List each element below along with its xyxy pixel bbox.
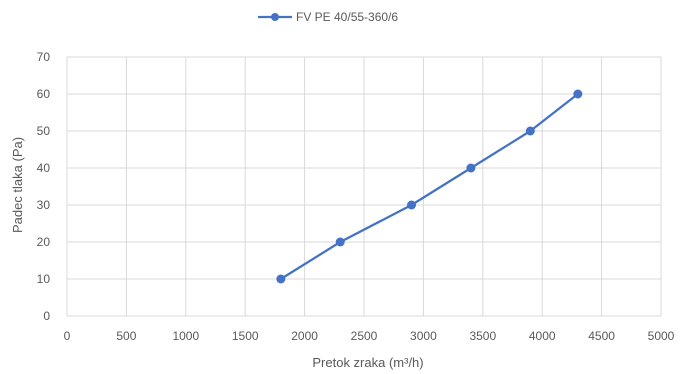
y-tick-label: 60 <box>37 87 51 101</box>
x-axis-tick-labels: 0 500 1000 1500 2000 2500 3000 3500 4000 4500 5000 <box>64 329 675 343</box>
data-series <box>276 89 583 284</box>
legend-marker-swatch <box>271 13 279 21</box>
x-tick-label: 5000 <box>648 329 675 343</box>
y-tick-label: 20 <box>37 235 51 249</box>
series-line <box>280 93 579 280</box>
x-tick-label: 4000 <box>529 329 556 343</box>
y-axis-title: Padec tlaka (Pa) <box>10 137 25 233</box>
x-tick-label: 4500 <box>588 329 615 343</box>
x-tick-label: 500 <box>116 329 136 343</box>
x-tick-label: 1000 <box>172 329 199 343</box>
legend-series-label: FV PE 40/55-360/6 <box>296 10 398 24</box>
y-tick-label: 10 <box>37 272 51 286</box>
data-point <box>276 274 286 284</box>
x-tick-label: 2000 <box>291 329 318 343</box>
y-tick-label: 40 <box>37 161 51 175</box>
x-tick-label: 0 <box>64 329 71 343</box>
y-tick-label: 30 <box>37 198 51 212</box>
x-axis-title: Pretok zraka (m³/h) <box>312 355 423 370</box>
y-axis-tick-labels: 0 10 20 30 40 50 60 70 <box>37 50 51 323</box>
gridlines <box>66 56 662 317</box>
x-tick-label: 3500 <box>469 329 496 343</box>
x-tick-label: 3000 <box>410 329 437 343</box>
data-point <box>573 89 583 99</box>
data-point <box>525 126 535 136</box>
y-tick-label: 50 <box>37 124 51 138</box>
legend: FV PE 40/55-360/6 <box>258 10 398 24</box>
y-tick-label: 0 <box>43 309 50 323</box>
data-point <box>335 237 345 247</box>
data-point <box>407 200 417 210</box>
x-tick-label: 1500 <box>232 329 259 343</box>
x-tick-label: 2500 <box>351 329 378 343</box>
data-point <box>466 163 476 173</box>
y-tick-label: 70 <box>37 50 51 64</box>
